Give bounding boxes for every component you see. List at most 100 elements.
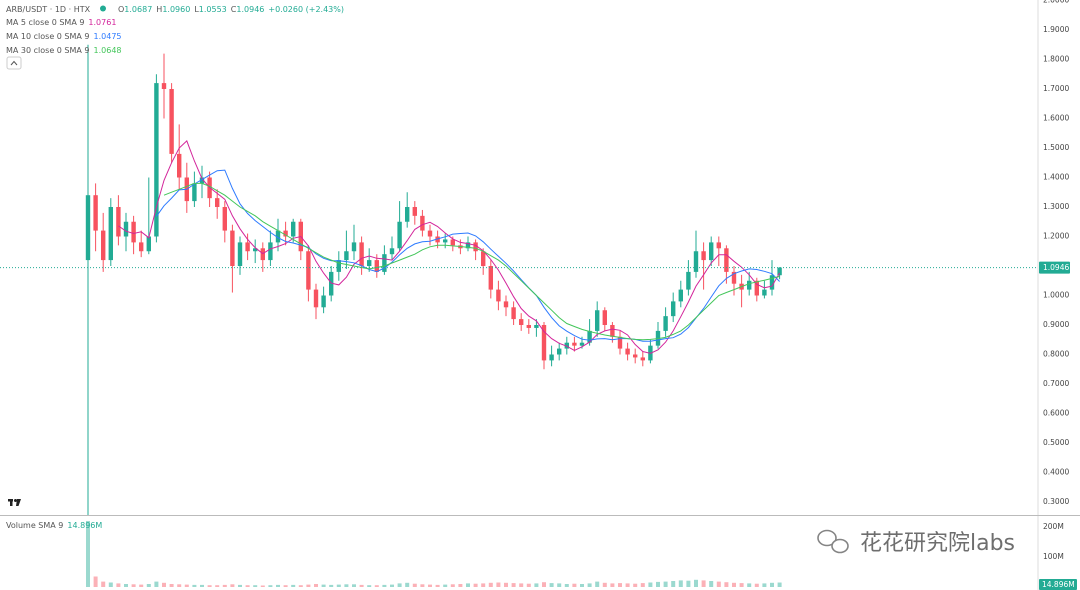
candle-body	[435, 236, 440, 243]
volume-bar	[542, 582, 546, 587]
volume-bar	[633, 583, 638, 587]
candle-body	[253, 248, 258, 252]
candle-body	[549, 354, 554, 361]
volume-bar	[154, 581, 159, 587]
candle-body	[511, 307, 516, 320]
volume-bar	[625, 583, 630, 587]
volume-bar	[390, 584, 394, 587]
volume-bar	[762, 583, 767, 587]
candle-body	[222, 206, 227, 231]
candle-body	[640, 357, 645, 361]
candle-body	[488, 265, 493, 290]
volume-bar	[526, 583, 531, 587]
candle-body	[716, 242, 721, 249]
volume-bar	[184, 584, 189, 587]
volume-tick-label: 200M	[1043, 522, 1064, 531]
volume-bar	[291, 584, 296, 587]
y-tick-label: 1.4000	[1043, 172, 1069, 181]
y-tick-label: 0.4000	[1043, 467, 1069, 476]
candle-body	[450, 239, 455, 246]
candle-body	[572, 342, 577, 346]
candle-body	[199, 177, 205, 184]
candle-body	[709, 242, 714, 261]
volume-bar	[169, 583, 174, 587]
volume-bar	[443, 584, 448, 587]
volume-bar	[724, 582, 729, 587]
candle-body	[579, 342, 585, 346]
volume-bar	[162, 582, 166, 587]
volume-bar	[466, 583, 470, 587]
change-label: +0.0260 (+2.43%)	[268, 5, 344, 14]
candle-body	[701, 251, 706, 261]
candle-body	[412, 206, 417, 216]
volume-bar	[671, 580, 676, 587]
status-dot	[100, 5, 106, 12]
volume-bar	[222, 584, 227, 587]
candle-body	[374, 260, 379, 272]
candle-body	[169, 88, 174, 154]
candle-body	[275, 230, 281, 243]
volume-bar	[108, 582, 113, 587]
candle-body	[769, 275, 775, 290]
candle-body	[313, 289, 319, 308]
volume-bar	[405, 582, 410, 587]
volume-bar	[116, 583, 121, 587]
candle-body	[496, 289, 501, 302]
candle-body	[519, 319, 524, 325]
candle-body	[177, 153, 182, 178]
volume-bar	[587, 583, 592, 587]
candle-body	[633, 354, 638, 358]
candle-body	[139, 242, 144, 252]
volume-bar	[336, 584, 341, 587]
collapse-button[interactable]	[6, 56, 22, 70]
y-tick-label: 1.8000	[1043, 55, 1069, 64]
ohlc-key: C	[231, 5, 237, 14]
candle-body	[85, 195, 91, 261]
candle-body	[397, 221, 402, 249]
volume-bar	[283, 585, 288, 587]
volume-bar	[359, 584, 364, 587]
candle-body	[465, 242, 471, 249]
ohlc-key: L	[194, 5, 199, 14]
volume-bar	[101, 581, 106, 587]
ma-value: 1.0761	[88, 18, 116, 27]
y-tick-label: 0.9000	[1043, 320, 1069, 329]
candle-body	[405, 206, 410, 222]
volume-bar	[777, 582, 782, 587]
ma-line	[155, 169, 780, 342]
candle-body	[777, 267, 782, 276]
volume-bar	[253, 585, 258, 587]
volume-bar	[732, 582, 736, 587]
volume-bar	[709, 580, 714, 587]
tv-logo	[8, 499, 21, 506]
volume-bar	[663, 581, 668, 587]
volume-bar	[754, 583, 759, 587]
candle-body	[762, 289, 767, 296]
volume-legend: Volume SMA 9 14.896M	[6, 521, 102, 530]
candle-body	[123, 221, 129, 237]
volume-bar	[352, 584, 356, 587]
volume-name: Volume SMA 9	[6, 521, 63, 530]
candle-body	[427, 230, 433, 237]
y-tick-label: 0.3000	[1043, 497, 1069, 506]
overlay: ARB/USDT · 1D · HTX O1.0687 H1.0960 L1.0553…	[6, 0, 1077, 590]
volume-bar	[496, 582, 501, 587]
ohlc-key: O	[118, 5, 124, 14]
volume-bar	[511, 583, 516, 587]
candle-body	[329, 271, 334, 296]
candle-body	[541, 324, 547, 361]
volume-bar	[640, 583, 645, 587]
volume-bar	[504, 582, 508, 587]
y-tick-label: 0.7000	[1043, 379, 1069, 388]
candle-body	[443, 239, 448, 243]
volume-bar	[618, 583, 622, 587]
candle-body	[268, 242, 273, 261]
y-tick-label: 0.5000	[1043, 438, 1069, 447]
candle-body	[587, 330, 592, 343]
volume-bar	[473, 583, 478, 587]
volume-value: 14.896M	[67, 521, 102, 530]
volume-bar	[481, 583, 486, 587]
candle-body	[602, 310, 607, 325]
